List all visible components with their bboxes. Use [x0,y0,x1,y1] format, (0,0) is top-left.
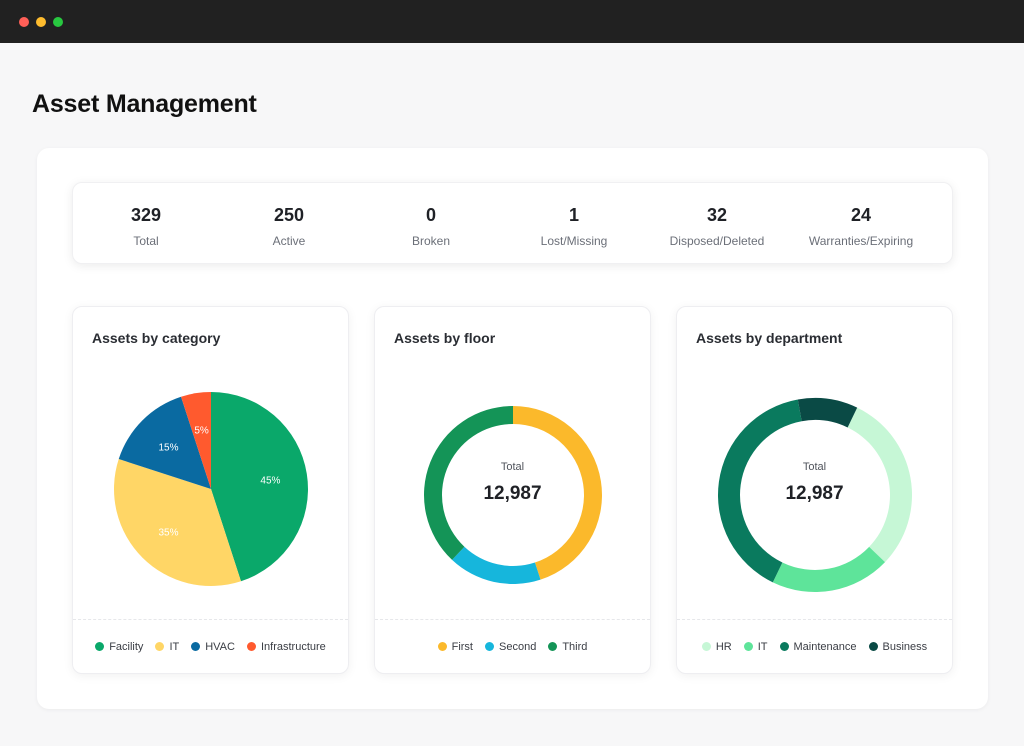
minimize-window-button[interactable] [36,17,46,27]
legend-item-third[interactable]: Third [548,641,587,653]
category-legend: Facility IT HVAC Infrastructure [73,641,348,653]
stat-value: 32 [706,205,728,225]
window-titlebar [0,0,1024,43]
maximize-window-button[interactable] [53,17,63,27]
legend-item-it[interactable]: IT [743,641,768,653]
slice-it[interactable] [113,459,241,586]
legend-label: Third [562,641,588,653]
slice-second[interactable] [452,546,541,584]
category-pie-chart: 45% 35% 15% 5% [113,392,308,586]
stat-broken: 0 Broken [358,183,504,265]
card-assets-by-department: Assets by department Total 12,987 HR IT Ma… [676,306,953,674]
slice-label-facility: 45% [260,476,280,487]
close-window-button[interactable] [19,17,29,27]
legend-label: Maintenance [793,641,857,653]
legend-item-hvac[interactable]: HVAC [191,641,235,653]
legend-label: IT [169,641,180,653]
stat-label: Disposed/Deleted [669,234,765,248]
slice-business[interactable] [797,398,858,428]
card-title: Assets by department [696,330,843,346]
slice-third[interactable] [424,406,513,560]
stat-warranties-expiring: 24 Warranties/Expiring [788,183,934,265]
slice-first[interactable] [513,406,602,580]
legend-label: HVAC [205,641,235,653]
legend-dot-icon [95,642,105,651]
legend-item-it[interactable]: IT [155,641,179,653]
floor-legend: First Second Third [375,641,650,653]
legend-label: Facility [109,641,144,653]
stat-label: Active [272,234,306,248]
legend-dot-icon [701,642,711,651]
legend-label: First [451,641,473,653]
divider [677,619,952,620]
card-assets-by-category: Assets by category 45% 35% 15% 5% Facility I… [72,306,349,674]
legend-label: Second [499,641,537,653]
slice-maintenance[interactable] [718,399,802,583]
slice-hr[interactable] [847,407,912,563]
slice-hvac[interactable] [118,396,211,489]
legend-dot-icon [191,642,201,651]
stat-active: 250 Active [216,183,362,265]
divider [375,619,650,620]
legend-dot-icon [485,642,494,651]
department-donut-chart [718,398,912,592]
legend-dot-icon [743,642,753,651]
donut-total-value: 12,987 [483,483,542,504]
slice-infrastructure[interactable] [181,392,211,489]
card-title: Assets by category [92,330,221,346]
stat-disposed-deleted: 32 Disposed/Deleted [644,183,790,265]
slice-label-it: 35% [158,528,178,539]
stat-label: Broken [411,234,451,248]
slice-facility[interactable] [211,392,308,582]
stat-label: Lost/Missing [540,234,608,248]
legend-dot-icon [779,642,789,651]
floor-donut-chart [424,406,602,584]
donut-total-value: 12,987 [785,483,844,504]
stat-value: 0 [425,205,436,225]
legend-item-first[interactable]: First [437,641,473,653]
legend-item-infrastructure[interactable]: Infrastructure [246,641,326,653]
card-assets-by-floor: Assets by floor Total 12,987 First Second… [374,306,651,674]
legend-dot-icon [868,642,878,651]
card-title: Assets by floor [394,330,496,346]
legend-dot-icon [548,642,558,651]
slice-label-infrastructure: 5% [194,426,209,437]
stats-bar: 329 Total 250 Active 0 Broken 1 Lost/Mis… [72,182,953,264]
legend-dot-icon [246,642,256,651]
stat-label: Total [133,234,159,248]
donut-total-caption: Total [802,461,827,473]
legend-item-business[interactable]: Business [868,641,928,653]
stat-total: 329 Total [73,183,219,265]
legend-dot-icon [155,642,165,651]
stat-value: 24 [850,205,872,225]
stat-value: 1 [568,205,579,225]
legend-item-maintenance[interactable]: Maintenance [779,641,857,653]
stat-value: 329 [130,205,162,225]
stat-value: 250 [273,205,305,225]
legend-label: HR [715,641,732,653]
legend-item-hr[interactable]: HR [701,641,732,653]
legend-dot-icon [437,642,447,651]
stat-lost-missing: 1 Lost/Missing [501,183,647,265]
legend-label: IT [757,641,768,653]
legend-item-second[interactable]: Second [485,641,536,653]
page-title: Asset Management [32,90,257,118]
department-legend: HR IT Maintenance Business [677,641,952,653]
divider [73,619,348,620]
donut-total-caption: Total [500,461,525,473]
legend-label: Infrastructure [260,641,326,653]
slice-label-hvac: 15% [158,442,178,453]
stat-label: Warranties/Expiring [808,234,914,248]
legend-label: Business [882,641,928,653]
legend-item-facility[interactable]: Facility [95,641,143,653]
slice-it[interactable] [772,546,886,592]
